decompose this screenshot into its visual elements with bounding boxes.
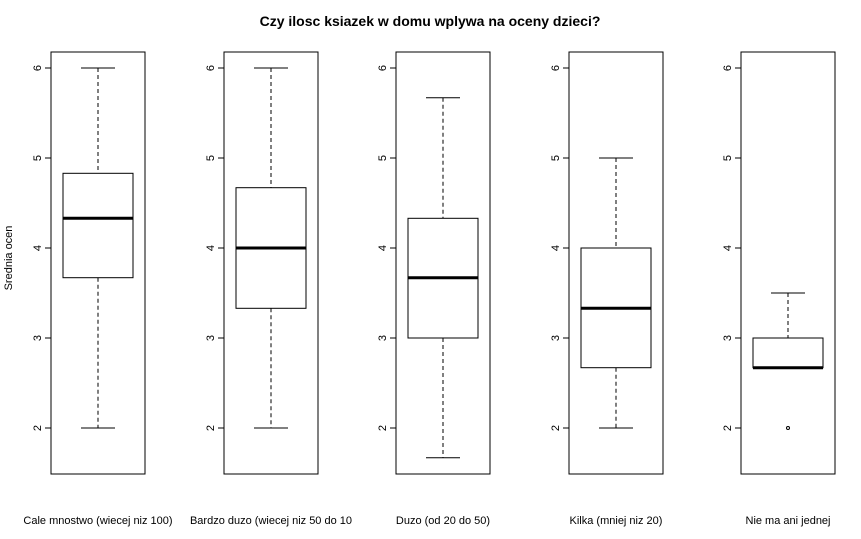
panels: 2 3 4 5 6 Cale mnostwo (wiecej niz 100) 2 3 4 5 6 B…: [23, 51, 836, 527]
category-label: Duzo (od 20 do 50): [396, 515, 490, 527]
panel-frame: [50, 51, 146, 475]
category-label: Bardzo duzo (wiecej niz 50 do 10: [190, 515, 352, 527]
y-tick-label: 2: [205, 425, 217, 431]
y-tick-label: 4: [377, 245, 389, 251]
y-tick-label: 3: [550, 335, 562, 341]
iqr-box: [62, 172, 134, 279]
y-tick-label: 4: [32, 245, 44, 251]
chart-title: Czy ilosc ksiazek w domu wplywa na oceny…: [260, 13, 601, 29]
y-tick-label: 4: [550, 245, 562, 251]
y-tick-label: 3: [722, 335, 734, 341]
y-tick-label: 5: [377, 155, 389, 161]
y-tick-label: 6: [550, 65, 562, 71]
y-tick-label: 2: [32, 425, 44, 431]
y-axis-label: Srednia ocen: [3, 226, 15, 291]
panel-frame: [223, 51, 319, 475]
y-tick-label: 6: [32, 65, 44, 71]
panel-frame: [740, 51, 836, 475]
y-tick-label: 5: [722, 155, 734, 161]
category-label: Cale mnostwo (wiecej niz 100): [23, 515, 172, 527]
y-tick-label: 3: [32, 335, 44, 341]
y-tick-label: 4: [205, 245, 217, 251]
y-tick-label: 5: [32, 155, 44, 161]
y-tick-label: 3: [205, 335, 217, 341]
y-tick-label: 2: [722, 425, 734, 431]
y-tick-label: 6: [377, 65, 389, 71]
y-tick-label: 6: [205, 65, 217, 71]
y-tick-label: 6: [722, 65, 734, 71]
y-tick-label: 2: [550, 425, 562, 431]
y-tick-label: 2: [377, 425, 389, 431]
y-tick-label: 3: [377, 335, 389, 341]
category-label: Kilka (mniej niz 20): [570, 515, 663, 527]
panel-frame: [568, 51, 664, 475]
y-tick-label: 5: [550, 155, 562, 161]
outlier-point: [786, 426, 790, 430]
iqr-box: [752, 337, 824, 369]
y-tick-label: 5: [205, 155, 217, 161]
category-label: Nie ma ani jednej: [746, 515, 831, 527]
y-tick-label: 4: [722, 245, 734, 251]
panel-frame: [395, 51, 491, 475]
